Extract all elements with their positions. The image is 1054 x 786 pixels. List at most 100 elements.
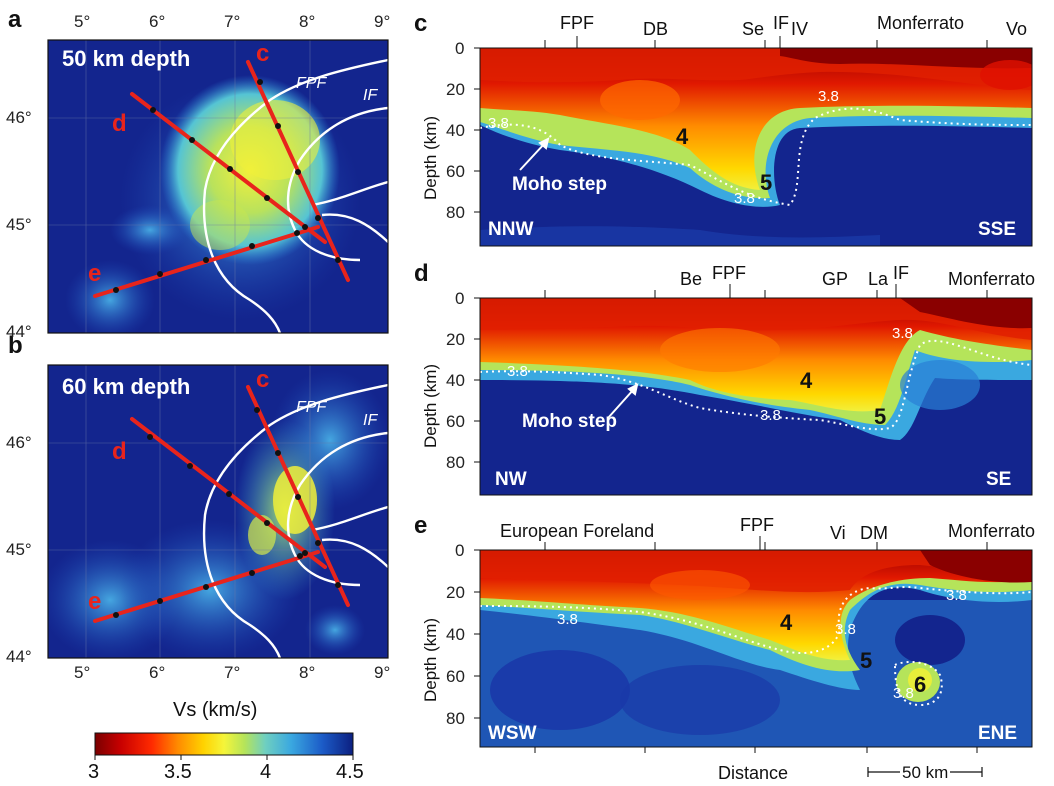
- ytick: 0: [455, 541, 465, 560]
- lat-tick: 44°: [6, 322, 32, 341]
- panel-letter-c: c: [414, 10, 428, 37]
- isoline-label: 3.8: [507, 363, 528, 380]
- map-title-a: 50 km depth: [62, 46, 191, 71]
- fault-label: IF: [363, 412, 378, 429]
- panel-letter-a: a: [8, 6, 22, 33]
- direction-right: SSE: [978, 219, 1017, 240]
- region-number: 6: [914, 672, 927, 697]
- top-label: Vo: [1006, 19, 1028, 39]
- isoline-label: 3.8: [760, 407, 781, 424]
- ytick: 40: [446, 121, 465, 140]
- top-label: Se: [742, 19, 765, 39]
- fault-label: FPF: [296, 75, 327, 92]
- section-xlabel: Distance: [718, 763, 789, 783]
- ytick: 80: [446, 453, 465, 472]
- section-panel-c: [479, 47, 1033, 247]
- top-label: IV: [791, 19, 809, 39]
- lon-tick: 5°: [74, 663, 91, 682]
- map-panel-a: [47, 39, 389, 334]
- isoline-label: 3.8: [818, 88, 839, 105]
- top-label: Monferrato: [877, 13, 965, 33]
- top-label: IF: [773, 13, 789, 33]
- direction-right: SE: [986, 469, 1012, 490]
- top-label: FPF: [712, 263, 746, 283]
- section-panel-d: [479, 297, 1033, 496]
- lat-tick: 44°: [6, 647, 32, 666]
- ytick: 40: [446, 625, 465, 644]
- top-label: Be: [680, 269, 703, 289]
- ytick: 80: [446, 203, 465, 222]
- colorbar-tick: 3.5: [164, 761, 192, 783]
- top-label: FPF: [740, 515, 774, 535]
- isoline-label: 3.8: [734, 190, 755, 207]
- top-label: European Foreland: [500, 521, 655, 541]
- lon-tick: 9°: [374, 12, 391, 31]
- moho-step-label: Moho step: [512, 174, 607, 195]
- profile-label: d: [112, 110, 127, 137]
- ylabel: Depth (km): [421, 617, 440, 702]
- lat-tick: 45°: [6, 215, 32, 234]
- direction-right: ENE: [978, 723, 1018, 744]
- region-number: 5: [760, 170, 773, 195]
- moho-arrows: [519, 137, 639, 419]
- profile-label: e: [88, 260, 102, 287]
- ytick: 80: [446, 709, 465, 728]
- ytick: 0: [455, 289, 465, 308]
- colorbar-tick: 3: [88, 761, 100, 783]
- ytick: 20: [446, 583, 465, 602]
- region-number: 4: [780, 610, 793, 635]
- lon-tick: 6°: [149, 663, 166, 682]
- colorbar-tick: 4.5: [336, 761, 364, 783]
- isoline-label: 3.8: [893, 685, 914, 702]
- ylabel: Depth (km): [421, 115, 440, 200]
- top-label: DB: [643, 19, 669, 39]
- region-number: 5: [860, 648, 873, 673]
- ytick: 60: [446, 667, 465, 686]
- ytick: 60: [446, 412, 465, 431]
- profile-label: c: [256, 366, 270, 393]
- lon-tick: 6°: [149, 12, 166, 31]
- top-label: Monferrato: [948, 269, 1036, 289]
- top-label: GP: [822, 269, 849, 289]
- fault-label: FPF: [296, 399, 327, 416]
- map-title-b: 60 km depth: [62, 374, 191, 399]
- map-xlabel: Vs (km/s): [173, 699, 258, 721]
- lon-tick: 7°: [224, 663, 241, 682]
- map-panel-b: [47, 364, 389, 659]
- ytick: 0: [455, 39, 465, 58]
- lon-tick: 8°: [299, 663, 316, 682]
- direction-left: WSW: [488, 723, 537, 744]
- lon-tick: 7°: [224, 12, 241, 31]
- colorbar: [94, 732, 354, 760]
- ytick: 20: [446, 330, 465, 349]
- profile-label: e: [88, 588, 102, 615]
- top-label: Monferrato: [948, 521, 1036, 541]
- fault-label: IF: [363, 87, 378, 104]
- ytick: 20: [446, 80, 465, 99]
- section-ticks: [474, 36, 988, 753]
- isoline-label: 3.8: [557, 611, 578, 628]
- isoline-label: 3.8: [892, 325, 913, 342]
- section-panel-e: [479, 549, 1033, 748]
- isoline-label: 3.8: [835, 621, 856, 638]
- ylabel: Depth (km): [421, 363, 440, 448]
- lat-tick: 46°: [6, 433, 32, 452]
- ytick: 60: [446, 162, 465, 181]
- region-number: 4: [676, 124, 689, 149]
- scale-bar-label: 50 km: [902, 763, 949, 782]
- ytick: 40: [446, 371, 465, 390]
- region-number: 4: [800, 368, 813, 393]
- panel-letter-d: d: [414, 260, 429, 287]
- region-number: 5: [874, 404, 887, 429]
- panel-letter-b: b: [8, 332, 23, 359]
- colorbar-tick: 4: [260, 761, 272, 783]
- profile-label: c: [256, 40, 270, 67]
- lon-tick: 5°: [74, 12, 91, 31]
- scale-bar: [867, 767, 983, 777]
- top-label: DM: [860, 523, 888, 543]
- moho-step-label: Moho step: [522, 411, 617, 432]
- lon-tick: 9°: [374, 663, 391, 682]
- top-label: IF: [893, 263, 909, 283]
- top-label: La: [868, 269, 889, 289]
